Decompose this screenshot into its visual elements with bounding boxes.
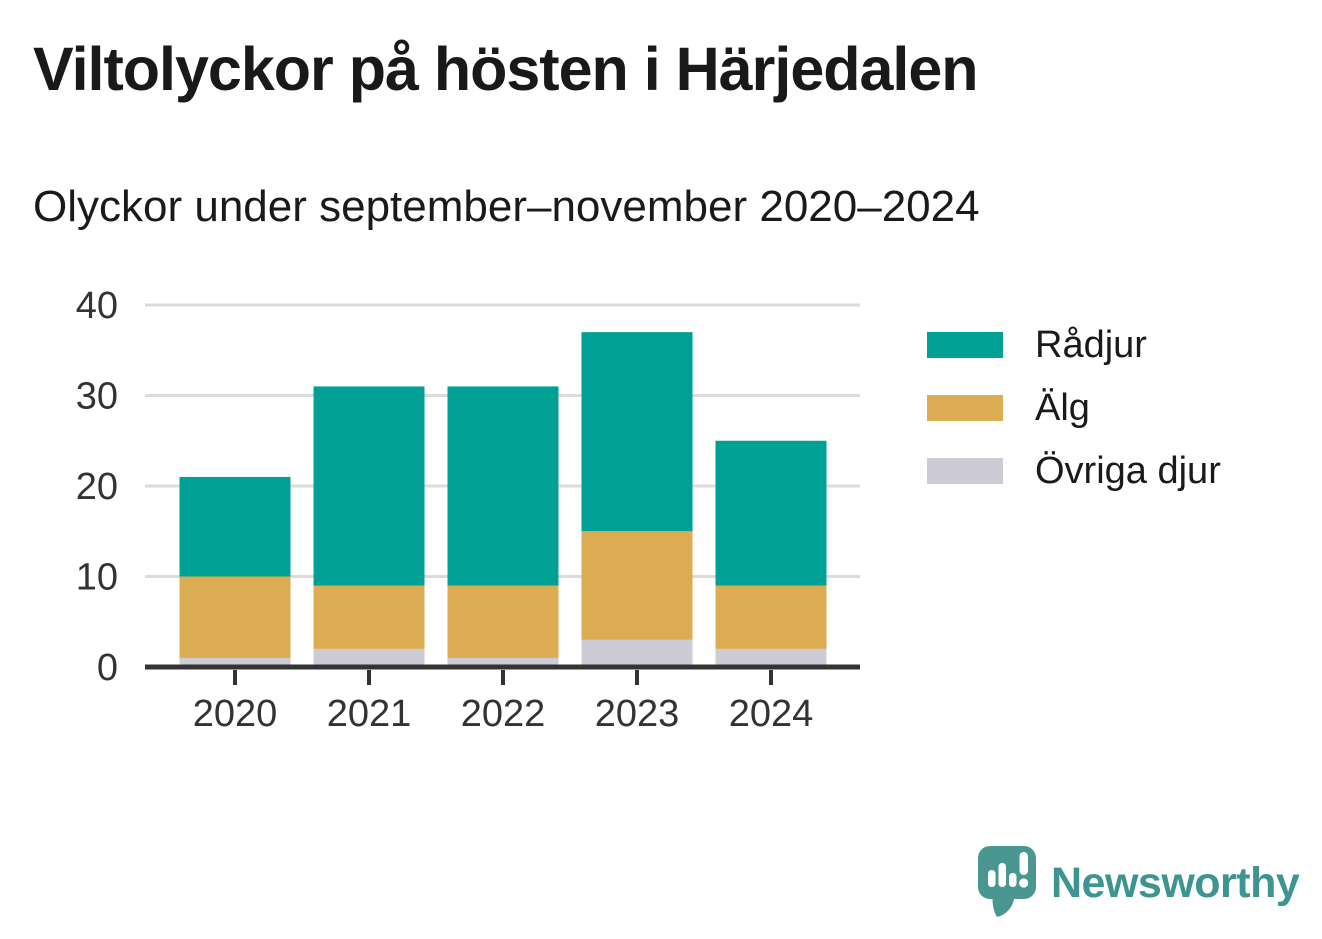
legend-swatch — [927, 395, 1003, 421]
x-tick-label-2021: 2021 — [327, 693, 412, 735]
y-tick-label-20: 20 — [76, 466, 118, 508]
bar-segment-2020-Älg — [179, 576, 291, 658]
y-tick-label-40: 40 — [76, 285, 118, 327]
legend-item-Rådjur: Rådjur — [927, 322, 1221, 368]
legend-item-Älg: Älg — [927, 385, 1221, 431]
legend-swatch — [927, 332, 1003, 358]
bar-segment-2020-Övriga djur — [179, 657, 291, 667]
bar-segment-2021-Älg — [313, 585, 425, 649]
legend-label: Rådjur — [1035, 323, 1147, 366]
chart-legend: Rådjur Älg Övriga djur — [927, 322, 1221, 511]
y-tick-label-0: 0 — [97, 647, 118, 689]
bar-segment-2023-Övriga djur — [581, 639, 693, 667]
legend-label: Älg — [1035, 386, 1090, 429]
bar-segment-2024-Rådjur — [715, 440, 827, 586]
legend-label: Övriga djur — [1035, 449, 1221, 492]
brand-footer: Newsworthy — [978, 846, 1300, 926]
bar-segment-2022-Rådjur — [447, 386, 559, 586]
bar-segment-2020-Rådjur — [179, 476, 291, 577]
x-tick-label-2024: 2024 — [729, 693, 814, 735]
y-tick-label-10: 10 — [76, 557, 118, 599]
legend-item-Övriga djur: Övriga djur — [927, 448, 1221, 494]
y-tick-label-30: 30 — [76, 376, 118, 418]
x-tick-label-2020: 2020 — [193, 693, 278, 735]
bar-segment-2021-Övriga djur — [313, 648, 425, 667]
bar-segment-2024-Övriga djur — [715, 648, 827, 667]
bar-segment-2023-Älg — [581, 531, 693, 640]
newsworthy-logo-icon — [978, 846, 1036, 917]
bar-segment-2024-Älg — [715, 585, 827, 649]
chart-title: Viltolyckor på hösten i Härjedalen — [33, 35, 979, 103]
bar-segment-2022-Övriga djur — [447, 657, 559, 667]
brand-name: Newsworthy — [1051, 859, 1300, 907]
x-tick-label-2022: 2022 — [461, 693, 546, 735]
legend-swatch — [927, 458, 1003, 484]
bar-segment-2023-Rådjur — [581, 332, 693, 532]
bar-segment-2021-Rådjur — [313, 386, 425, 586]
x-tick-label-2023: 2023 — [595, 693, 680, 735]
bar-segment-2022-Älg — [447, 585, 559, 658]
chart-subtitle: Olyckor under september–november 2020–20… — [33, 182, 980, 231]
